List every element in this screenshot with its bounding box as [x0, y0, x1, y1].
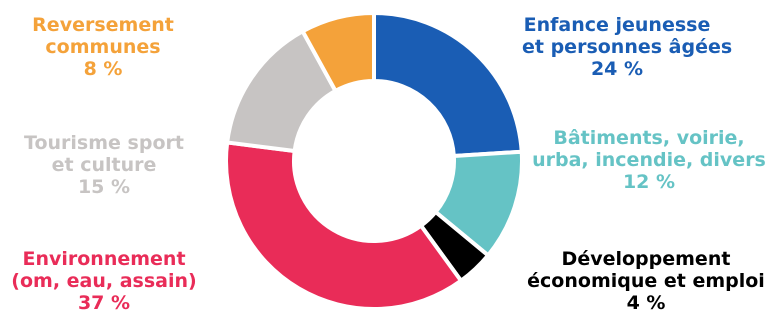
slice-label-enfance: Enfance jeunesse et personnes âgées 24 %: [522, 14, 733, 80]
slice-label-reversement: Reversement communes 8 %: [20, 14, 186, 80]
slice-label-line: (om, eau, assain): [11, 270, 197, 292]
slice-label-environnement: Environnement (om, eau, assain) 37 %: [0, 248, 208, 314]
slice-label-developpement: Développement économique et emploi 4 %: [516, 248, 776, 314]
slice-label-line: et culture: [51, 154, 157, 176]
slice-enfance: [372, 11, 524, 158]
slice-label-line: communes: [45, 36, 161, 58]
slice-value-label: 12 %: [622, 171, 676, 193]
slice-label-line: Tourisme sport: [24, 132, 184, 154]
slice-label-line: urba, incendie, divers: [532, 149, 766, 171]
slice-value-label: 4 %: [626, 292, 666, 314]
slice-label-line: économique et emploi: [527, 270, 765, 292]
slice-value-label: 8 %: [83, 58, 123, 80]
slice-label-line: et personnes âgées: [522, 36, 733, 58]
slice-label-tourisme: Tourisme sport et culture 15 %: [12, 132, 196, 198]
slice-label-batiments: Bâtiments, voirie, urba, incendie, diver…: [522, 127, 776, 193]
slice-reversement: [300, 11, 376, 93]
slice-environnement: [224, 140, 463, 311]
slice-label-line: Reversement: [32, 14, 174, 36]
slice-value-label: 24 %: [590, 58, 644, 80]
slice-label-line: Développement: [561, 248, 731, 270]
slice-label-line: Enfance jeunesse: [523, 14, 711, 36]
slice-label-line: Environnement: [22, 248, 186, 270]
slice-label-line: Bâtiments, voirie,: [553, 127, 745, 149]
slice-value-label: 15 %: [77, 176, 131, 198]
slice-value-label: 37 %: [77, 292, 131, 314]
